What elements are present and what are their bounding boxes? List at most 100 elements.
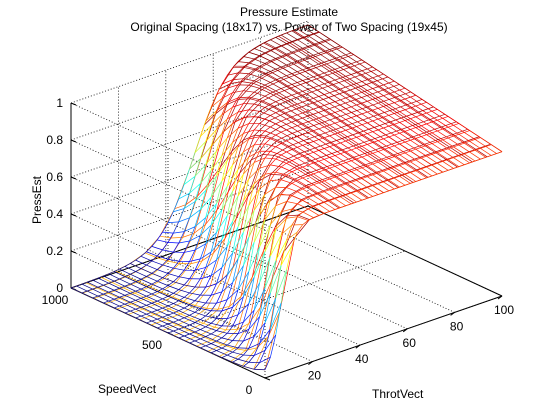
mesh-segment [480, 137, 492, 145]
mesh-segment [297, 188, 303, 193]
mesh-segment [184, 297, 196, 302]
mesh-segment [334, 45, 341, 49]
mesh-segment [189, 340, 196, 344]
mesh-segment [259, 73, 266, 78]
mesh-segment [279, 237, 295, 312]
mesh-segment [264, 157, 276, 160]
mesh-segment [184, 307, 196, 313]
mesh-segment [291, 84, 303, 92]
mesh-segment [370, 134, 386, 141]
mesh-segment [210, 318, 217, 324]
mesh-segment [175, 263, 191, 283]
mesh-segment [340, 129, 346, 133]
mesh-segment [297, 155, 303, 159]
mesh-segment [377, 73, 384, 77]
mesh-segment [367, 133, 379, 141]
mesh-segment [377, 192, 384, 195]
mesh-segment [322, 167, 335, 176]
mesh-segment [205, 326, 217, 331]
mesh-segment [307, 98, 314, 101]
mesh-segment [313, 97, 329, 103]
mesh-segment [394, 113, 406, 121]
mesh-segment [372, 88, 384, 96]
mesh-segment [313, 204, 319, 207]
mesh-segment [264, 205, 277, 220]
mesh-segment [189, 311, 196, 316]
mesh-segment [302, 197, 309, 201]
mesh-segment [232, 347, 239, 353]
mesh-segment [237, 178, 250, 197]
mesh-segment [453, 155, 460, 159]
mesh-segment [259, 350, 266, 363]
mesh-segment [200, 326, 206, 330]
mesh-segment [162, 222, 169, 233]
mesh-segment [167, 221, 179, 224]
mesh-segment [231, 116, 247, 152]
mesh-segment [194, 294, 201, 302]
mesh-segment [270, 334, 277, 358]
mesh-segment [205, 251, 212, 268]
mesh-segment [347, 124, 360, 133]
mesh-segment [271, 252, 284, 281]
mesh-segment [243, 156, 250, 175]
mesh-segment [151, 239, 158, 247]
mesh-segment [243, 134, 255, 141]
mesh-segment [210, 203, 217, 226]
mesh-segment [165, 319, 178, 326]
mesh-segment [156, 231, 163, 241]
mesh-segment [351, 83, 357, 86]
mesh-segment [146, 283, 152, 288]
mesh-segment [313, 195, 325, 203]
mesh-segment [162, 314, 169, 318]
mesh-segment [345, 54, 357, 63]
mesh-segment [173, 310, 179, 314]
mesh-segment [329, 187, 336, 191]
mesh-segment [264, 199, 271, 220]
mesh-segment [162, 249, 174, 253]
mesh-segment [200, 345, 206, 349]
mesh-segment [227, 354, 239, 360]
mesh-segment [260, 48, 276, 57]
mesh-segment [248, 73, 260, 78]
mesh-segment [232, 117, 244, 124]
mesh-segment [361, 145, 373, 154]
mesh-segment [205, 333, 212, 337]
mesh-segment [243, 51, 249, 57]
mesh-segment [356, 93, 368, 102]
mesh-segment [243, 303, 250, 323]
mesh-segment [307, 121, 320, 130]
mesh-segment [313, 63, 319, 67]
mesh-segment [264, 63, 276, 70]
mesh-segment [286, 174, 298, 181]
mesh-segment [350, 63, 363, 72]
mesh-segment [203, 323, 215, 328]
mesh-segment [309, 69, 321, 78]
mesh-segment [270, 146, 276, 152]
mesh-segment [243, 183, 255, 202]
mesh-segment [426, 164, 433, 168]
mesh-segment [410, 105, 416, 109]
mesh-segment [167, 273, 179, 278]
mesh-segment [302, 80, 314, 88]
mesh-segment [280, 224, 293, 235]
mesh-segment [399, 174, 406, 177]
z-tick-mark [70, 176, 77, 180]
mesh-segment [248, 62, 260, 67]
mesh-segment [293, 179, 305, 187]
mesh-segment [329, 112, 336, 115]
mesh-segment [216, 347, 223, 351]
mesh-segment [254, 129, 265, 132]
mesh-segment [260, 226, 276, 308]
mesh-segment [420, 147, 433, 155]
mesh-segment [351, 93, 357, 97]
mesh-segment [323, 83, 336, 92]
mesh-segment [200, 315, 206, 320]
mesh-segment [226, 81, 243, 105]
mesh-segment [205, 310, 212, 317]
mesh-segment [259, 288, 266, 317]
mesh-segment [308, 172, 320, 181]
mesh-segment [415, 159, 427, 168]
mesh-segment [184, 333, 190, 337]
mesh-segment [259, 328, 271, 344]
mesh-segment [464, 142, 476, 151]
